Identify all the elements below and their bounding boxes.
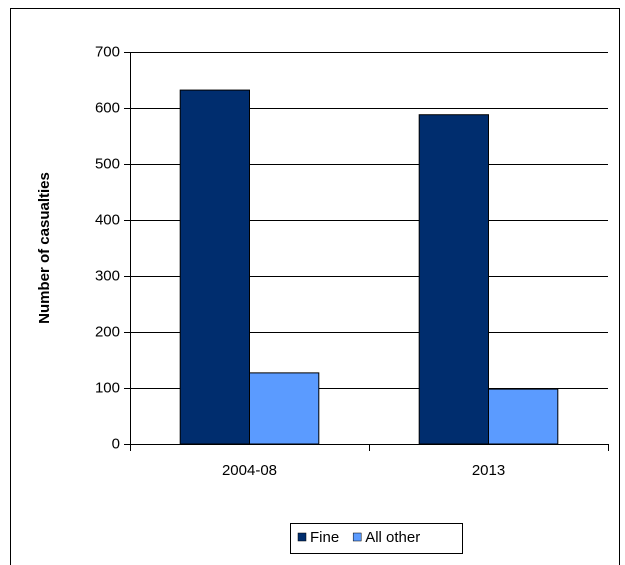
y-tick-label: 100 — [95, 379, 120, 396]
legend-label: All other — [365, 529, 420, 546]
x-tick-label: 2013 — [472, 462, 505, 479]
y-tick-label: 400 — [95, 211, 120, 228]
bar — [418, 114, 489, 445]
y-tick-label: 600 — [95, 99, 120, 116]
y-tick-label: 700 — [95, 43, 120, 60]
y-axis-label: Number of casualties — [36, 172, 53, 324]
bar — [249, 372, 320, 445]
y-tick-label: 200 — [95, 323, 120, 340]
legend-box — [290, 523, 463, 554]
x-tick-label: 2004-08 — [222, 462, 277, 479]
bar — [488, 388, 559, 445]
y-tick-label: 300 — [95, 267, 120, 284]
legend-swatch — [352, 532, 362, 542]
y-tick-label: 500 — [95, 155, 120, 172]
legend-label: Fine — [310, 529, 339, 546]
chart-border — [10, 8, 620, 565]
y-tick-label: 0 — [112, 435, 120, 452]
legend-swatch — [297, 532, 307, 542]
bar — [179, 89, 250, 445]
